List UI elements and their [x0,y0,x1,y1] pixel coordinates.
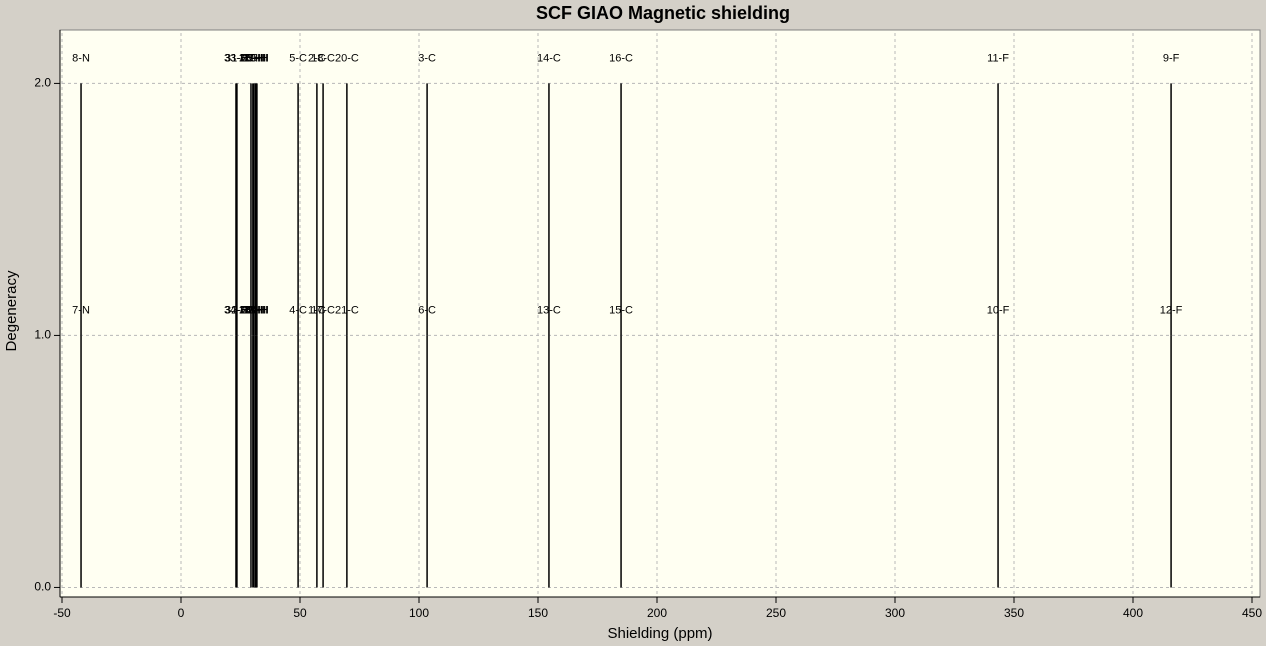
peak-label: 35-H [245,52,269,64]
x-tick-label: 0 [178,606,185,620]
x-tick-label: 50 [293,606,307,620]
x-tick-label: 300 [885,606,905,620]
peak-label: 31-H [225,52,249,64]
peak-label: 20-C [335,52,359,64]
x-tick-label: 350 [1004,606,1024,620]
x-tick-label: 100 [409,606,429,620]
y-axis-label: Degeneracy [3,270,20,351]
peak-label: 11-F [987,52,1009,64]
x-axis-label: Shielding (ppm) [607,625,712,642]
y-tick-label: 0.0 [34,580,51,594]
x-tick-label: 150 [528,606,548,620]
peak-label: 5-C [289,52,307,64]
x-tick-label: 200 [647,606,667,620]
peak-label: 14-C [537,52,561,64]
peak-label: 16-C [609,52,633,64]
peak-label: 8-N [72,52,90,64]
peak-label: 2-C [308,52,326,64]
y-tick-label: 1.0 [34,328,51,342]
peak-label: 29-H [244,52,268,64]
chart-title: SCF GIAO Magnetic shielding [536,3,790,23]
y-tick-label: 2.0 [34,76,51,90]
x-tick-label: 400 [1123,606,1143,620]
peak-label: 33-H [224,52,248,64]
peak-label: 25-H [239,52,263,64]
peak-label: 3-C [418,52,436,64]
peak-label: 18-C [311,52,335,64]
x-tick-label: -50 [53,606,71,620]
x-tick-label: 450 [1242,606,1262,620]
plot-area [59,29,1261,598]
peak-label: 23-H [241,52,265,64]
x-tick-label: 250 [766,606,786,620]
peak-label: 9-F [1163,52,1180,64]
peak-label: 27-H [242,52,266,64]
